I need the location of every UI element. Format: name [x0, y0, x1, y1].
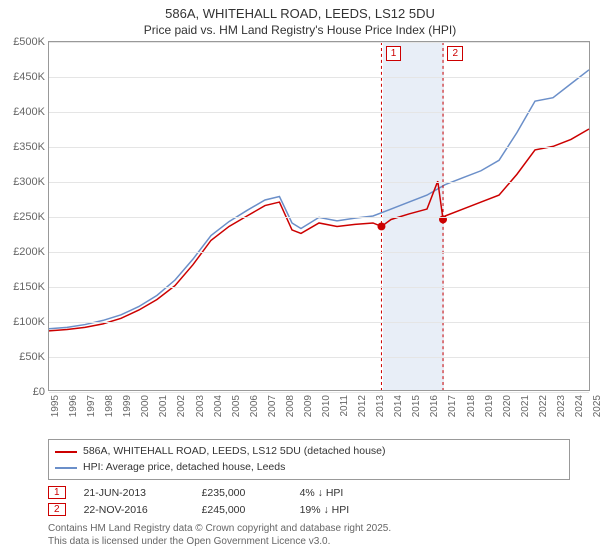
event-row: 2 22-NOV-2016 £245,000 19% ↓ HPI [48, 501, 570, 518]
x-tick-label: 2016 [429, 395, 440, 417]
y-gridline [49, 322, 589, 323]
footer-line1: Contains HM Land Registry data © Crown c… [48, 522, 570, 535]
y-tick-label: £500K [1, 36, 45, 48]
x-tick-label: 2008 [285, 395, 296, 417]
y-tick-label: £150K [1, 281, 45, 293]
x-tick-label: 2011 [339, 395, 350, 417]
x-tick-label: 2015 [411, 395, 422, 417]
series-hpi [49, 70, 589, 329]
y-gridline [49, 77, 589, 78]
y-tick-label: £200K [1, 246, 45, 258]
y-gridline [49, 112, 589, 113]
x-tick-label: 2023 [556, 395, 567, 417]
x-axis-labels: 1995 1996 1997 1998 1999 2000 2001 2002 2003 2004… [48, 391, 590, 431]
plot-area: £0£50K£100K£150K£200K£250K£300K£350K£400… [48, 41, 590, 391]
y-gridline [49, 182, 589, 183]
x-tick-label: 2022 [538, 395, 549, 417]
chart-title-line2: Price paid vs. HM Land Registry's House … [0, 23, 600, 41]
legend: 586A, WHITEHALL ROAD, LEEDS, LS12 5DU (d… [48, 439, 570, 481]
legend-row: 586A, WHITEHALL ROAD, LEEDS, LS12 5DU (d… [55, 444, 563, 460]
chart-title-line1: 586A, WHITEHALL ROAD, LEEDS, LS12 5DU [0, 0, 600, 23]
y-tick-label: £450K [1, 71, 45, 83]
event-number-box: 2 [48, 503, 66, 516]
y-gridline [49, 357, 589, 358]
event-delta: 4% ↓ HPI [300, 487, 344, 499]
event-price: £235,000 [202, 487, 282, 499]
event-price: £245,000 [202, 504, 282, 516]
x-tick-label: 2019 [484, 395, 495, 417]
event-marker-box: 1 [386, 46, 402, 61]
x-tick-label: 2009 [303, 395, 314, 417]
x-tick-label: 1996 [68, 395, 79, 417]
x-tick-label: 2014 [393, 395, 404, 417]
x-tick-label: 2000 [140, 395, 151, 417]
event-date: 22-NOV-2016 [84, 504, 184, 516]
legend-label: 586A, WHITEHALL ROAD, LEEDS, LS12 5DU (d… [83, 444, 386, 460]
footer: Contains HM Land Registry data © Crown c… [48, 522, 570, 548]
x-tick-label: 2010 [321, 395, 332, 417]
y-tick-label: £300K [1, 176, 45, 188]
x-tick-label: 2020 [502, 395, 513, 417]
x-tick-label: 1995 [50, 395, 61, 417]
y-tick-label: £250K [1, 211, 45, 223]
y-gridline [49, 217, 589, 218]
x-tick-label: 2001 [158, 395, 169, 417]
x-tick-label: 2024 [574, 395, 585, 417]
legend-swatch [55, 467, 77, 469]
y-gridline [49, 42, 589, 43]
sale-marker [377, 222, 385, 230]
event-number-box: 1 [48, 486, 66, 499]
x-tick-label: 2002 [176, 395, 187, 417]
x-tick-label: 1997 [86, 395, 97, 417]
x-tick-label: 2017 [447, 395, 458, 417]
x-tick-label: 2012 [357, 395, 368, 417]
x-tick-label: 1999 [122, 395, 133, 417]
y-gridline [49, 147, 589, 148]
y-gridline [49, 252, 589, 253]
footer-line2: This data is licensed under the Open Gov… [48, 535, 570, 548]
event-date: 21-JUN-2013 [84, 487, 184, 499]
y-tick-label: £350K [1, 141, 45, 153]
legend-label: HPI: Average price, detached house, Leed… [83, 460, 285, 476]
y-tick-label: £400K [1, 106, 45, 118]
legend-row: HPI: Average price, detached house, Leed… [55, 460, 563, 476]
event-marker-box: 2 [447, 46, 463, 61]
y-tick-label: £0 [1, 386, 45, 398]
y-tick-label: £50K [1, 351, 45, 363]
y-gridline [49, 287, 589, 288]
x-tick-label: 2013 [375, 395, 386, 417]
line-chart-svg [49, 42, 589, 390]
x-tick-label: 2021 [520, 395, 531, 417]
series-price-paid [49, 129, 589, 331]
x-tick-label: 2007 [267, 395, 278, 417]
x-tick-label: 2003 [195, 395, 206, 417]
legend-swatch [55, 451, 77, 453]
x-tick-label: 1998 [104, 395, 115, 417]
event-row: 1 21-JUN-2013 £235,000 4% ↓ HPI [48, 484, 570, 501]
x-tick-label: 2025 [592, 395, 600, 417]
events-table: 1 21-JUN-2013 £235,000 4% ↓ HPI 2 22-NOV-2016… [48, 484, 570, 518]
x-tick-label: 2005 [231, 395, 242, 417]
y-tick-label: £100K [1, 316, 45, 328]
event-delta: 19% ↓ HPI [300, 504, 350, 516]
x-tick-label: 2006 [249, 395, 260, 417]
x-tick-label: 2004 [213, 395, 224, 417]
chart-container: { "title_line1": "586A, WHITEHALL ROAD, … [0, 0, 600, 560]
x-tick-label: 2018 [466, 395, 477, 417]
